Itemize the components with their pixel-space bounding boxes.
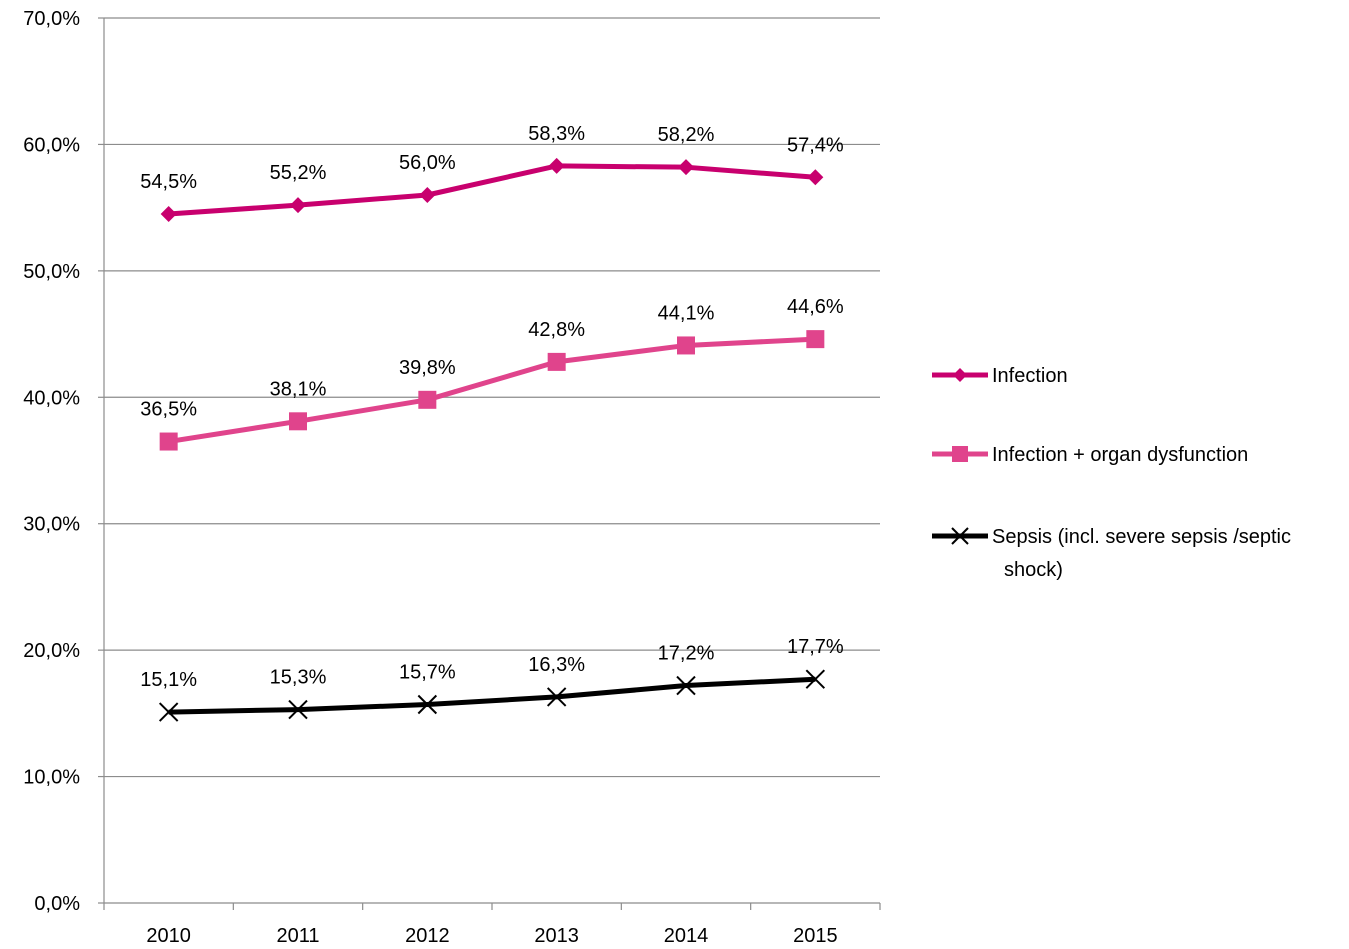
- series-1-point: [806, 330, 825, 349]
- data-labels: 54,5% 55,2% 56,0% 58,3% 58,2% 57,4% 36,5% 38,1%…: [140, 123, 844, 691]
- legend-label: shock): [1004, 559, 1063, 581]
- series-2-point: [546, 687, 567, 707]
- x-axis-ticks: 2010 2011 2012 2013 2014 2015: [103, 903, 881, 947]
- series-0-point: [419, 187, 436, 203]
- series-2-point-stroke: [288, 699, 308, 720]
- data-label: 15,3%: [270, 667, 327, 689]
- y-tick-label: 40,0%: [23, 387, 80, 409]
- series-1-point: [547, 352, 566, 371]
- y-tick-label: 70,0%: [23, 8, 80, 30]
- data-label: 56,0%: [399, 152, 456, 174]
- legend: Infection Infection + organ dysfunction Se…: [932, 365, 1291, 581]
- y-tick-label: 30,0%: [23, 514, 80, 536]
- x-tick-label: 2014: [664, 925, 709, 947]
- series-line-1: [168, 336, 816, 445]
- y-tick-label: 50,0%: [23, 261, 80, 283]
- legend-swatch-marker: [952, 446, 968, 462]
- x-tick-label: 2015: [793, 925, 838, 947]
- data-label: 38,1%: [270, 378, 327, 400]
- series-0-point: [548, 157, 565, 174]
- data-label: 15,1%: [140, 669, 197, 691]
- y-axis-ticks: 0,0% 10,0% 20,0% 30,0% 40,0% 50,0% 60,0% 70,0%: [23, 8, 104, 915]
- x-tick-label: 2012: [405, 925, 450, 947]
- legend-swatch-marker-stroke: [951, 527, 969, 545]
- series-2-point: [158, 702, 179, 722]
- series-2-point: [417, 694, 438, 715]
- data-label: 54,5%: [140, 171, 197, 193]
- data-label: 15,7%: [399, 662, 456, 684]
- data-label: 44,1%: [658, 302, 715, 324]
- legend-item-0: Infection: [932, 365, 1068, 387]
- legend-label: Sepsis (incl. severe sepsis /septic: [992, 526, 1291, 548]
- data-label: 17,7%: [787, 636, 844, 658]
- series-2-point-stroke: [676, 675, 696, 696]
- data-label: 42,8%: [528, 319, 585, 341]
- data-label: 44,6%: [787, 296, 844, 318]
- y-tick-label: 10,0%: [23, 767, 80, 789]
- data-label: 39,8%: [399, 357, 456, 379]
- legend-item-1: Infection + organ dysfunction: [932, 444, 1248, 466]
- series-markers: [158, 157, 826, 722]
- legend-label: Infection: [992, 365, 1068, 387]
- y-tick-label: 60,0%: [23, 134, 80, 156]
- series-0-point: [678, 159, 694, 176]
- x-tick-label: 2010: [146, 925, 191, 947]
- series-1-point: [418, 390, 437, 409]
- series-lines: [168, 163, 816, 715]
- x-tick-label: 2013: [534, 925, 579, 947]
- legend-swatch-marker: [951, 527, 969, 545]
- axes: [103, 18, 880, 904]
- series-1-point: [677, 336, 695, 355]
- data-label: 57,4%: [787, 134, 844, 156]
- legend-item-2: Sepsis (incl. severe sepsis /septic shock…: [932, 526, 1291, 581]
- x-tick-label: 2011: [276, 925, 319, 947]
- series-1-point: [289, 412, 307, 431]
- series-2-point-stroke: [158, 702, 179, 722]
- series-1-point: [159, 432, 178, 451]
- data-label: 55,2%: [270, 162, 327, 184]
- legend-label: Infection + organ dysfunction: [992, 444, 1248, 466]
- series-2-point: [805, 669, 826, 689]
- gridlines: [104, 17, 880, 778]
- y-tick-label: 0,0%: [34, 893, 80, 915]
- y-tick-label: 20,0%: [23, 640, 80, 662]
- series-line-2: [168, 676, 816, 715]
- series-0-point: [290, 197, 306, 214]
- series-0-point: [807, 169, 824, 186]
- data-label: 58,3%: [528, 123, 585, 145]
- series-2-point-stroke: [417, 694, 438, 715]
- data-label: 58,2%: [658, 124, 715, 146]
- data-label: 16,3%: [528, 654, 585, 676]
- data-label: 17,2%: [658, 643, 715, 665]
- series-2-point-stroke: [546, 687, 567, 707]
- series-2-point: [288, 699, 308, 720]
- series-2-point-stroke: [805, 669, 826, 689]
- series-line-0: [168, 163, 816, 217]
- legend-swatch-marker: [953, 368, 967, 382]
- series-2-point: [676, 675, 696, 696]
- series-0-point: [160, 205, 177, 222]
- data-label: 36,5%: [140, 399, 197, 421]
